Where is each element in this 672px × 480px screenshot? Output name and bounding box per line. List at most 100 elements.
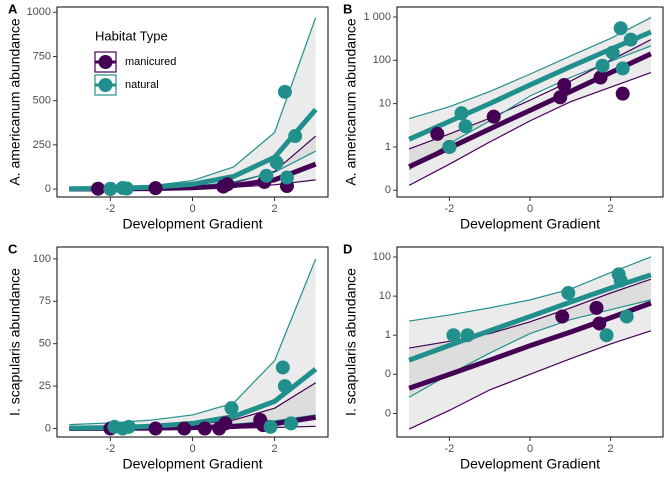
plot-background <box>57 247 328 437</box>
data-point <box>458 119 473 134</box>
data-point <box>148 421 163 436</box>
y-tick-label: 25 <box>39 380 51 392</box>
data-point <box>460 328 475 343</box>
x-tick-label: -2 <box>105 203 115 215</box>
data-point <box>269 155 284 170</box>
fit-line <box>408 272 652 363</box>
x-tick-label: 0 <box>527 443 533 455</box>
legend-label: natural <box>125 79 159 91</box>
data-point <box>593 70 608 85</box>
data-point <box>119 181 134 196</box>
plot-background <box>397 7 663 197</box>
confidence-line <box>408 39 652 150</box>
x-axis-title: Development Gradient <box>122 456 262 472</box>
x-axis-title: Development Gradient <box>122 216 262 232</box>
y-tick-label: 100 <box>33 253 51 265</box>
legend-title: Habitat Type <box>95 28 168 43</box>
x-tick-label: 2 <box>272 203 278 215</box>
x-tick-label: -2 <box>105 443 115 455</box>
data-point <box>220 177 235 192</box>
confidence-band <box>409 256 651 398</box>
y-axis-title: I. scapularis abundance <box>343 268 359 416</box>
y-tick-label: 0 <box>385 368 391 380</box>
data-point <box>595 58 610 73</box>
data-point <box>103 181 118 196</box>
data-point <box>623 32 638 47</box>
legend-label: manicured <box>125 56 176 68</box>
x-tick-label: 0 <box>189 443 195 455</box>
y-tick-label: 75 <box>39 295 51 307</box>
panel: -2 0 2 0 1 10 100 1 000 Development Gradient A. a… <box>343 1 664 232</box>
x-axis-title: Development Gradient <box>460 216 600 232</box>
confidence-line <box>408 278 652 349</box>
y-tick-label: 10 <box>379 290 391 302</box>
data-point <box>615 86 630 101</box>
confidence-line <box>408 17 652 120</box>
legend-marker <box>98 55 113 69</box>
x-tick-label: 0 <box>189 203 195 215</box>
plot-area <box>69 17 318 196</box>
panel: -2 0 2 0 25 50 75 100 Development Gradient I. sca… <box>7 241 329 472</box>
panel: -2 0 2 0 250 500 750 1000 Development Gradient A.… <box>7 1 329 232</box>
data-point <box>486 109 501 124</box>
y-tick-label: 1 <box>385 329 391 341</box>
y-tick-label: 0 <box>385 407 391 419</box>
x-tick-label: 2 <box>272 443 278 455</box>
data-point <box>613 21 628 36</box>
data-point <box>553 90 568 105</box>
data-point <box>430 126 445 141</box>
data-point <box>615 61 630 76</box>
y-tick-label: 50 <box>39 338 51 350</box>
data-point <box>218 416 233 431</box>
data-point <box>277 84 292 99</box>
confidence-band <box>69 258 316 429</box>
x-tick-label: -2 <box>445 443 455 455</box>
x-tick-label: 2 <box>608 203 614 215</box>
data-point <box>275 360 290 375</box>
y-tick-label: 500 <box>33 95 51 107</box>
data-point <box>177 421 192 436</box>
panel: -2 0 2 0 0 1 10 100 Development Gradient I. scapu… <box>343 241 664 472</box>
data-point <box>263 419 278 434</box>
data-point <box>619 309 634 324</box>
data-point <box>592 316 607 331</box>
data-point <box>446 328 461 343</box>
y-tick-label: 0 <box>385 184 391 196</box>
panel-tag: C <box>8 241 18 256</box>
x-axis-title: Development Gradient <box>460 456 600 472</box>
x-tick-label: 2 <box>608 443 614 455</box>
y-tick-label: 100 <box>373 251 391 263</box>
data-point <box>224 401 239 416</box>
y-tick-label: 0 <box>45 422 51 434</box>
data-point <box>557 77 572 92</box>
data-point <box>288 129 303 144</box>
y-axis-title: A. americanum abundance <box>343 18 359 186</box>
plot-area <box>408 256 652 430</box>
data-point <box>555 309 570 324</box>
data-point <box>454 106 469 121</box>
data-point <box>279 170 294 185</box>
data-point <box>599 328 614 343</box>
y-tick-label: 250 <box>33 139 51 151</box>
data-point <box>121 419 136 434</box>
x-tick-label: -2 <box>445 203 455 215</box>
data-point <box>605 45 620 60</box>
y-tick-label: 10 <box>379 98 391 110</box>
data-point <box>91 181 106 196</box>
panel-tag: B <box>343 1 352 16</box>
fit-line <box>408 300 652 391</box>
y-tick-label: 100 <box>373 54 391 66</box>
panel-tag: D <box>343 241 352 256</box>
y-tick-label: 0 <box>45 183 51 195</box>
y-axis-title: A. americanum abundance <box>7 18 23 186</box>
data-point <box>561 286 576 301</box>
data-point <box>442 139 457 154</box>
data-point <box>259 168 274 183</box>
plot-area <box>408 17 652 186</box>
confidence-line <box>408 72 652 186</box>
x-tick-label: 0 <box>527 203 533 215</box>
y-axis-title: I. scapularis abundance <box>7 268 23 416</box>
legend-marker <box>98 78 113 92</box>
data-point <box>197 421 212 436</box>
y-tick-label: 1 <box>385 141 391 153</box>
